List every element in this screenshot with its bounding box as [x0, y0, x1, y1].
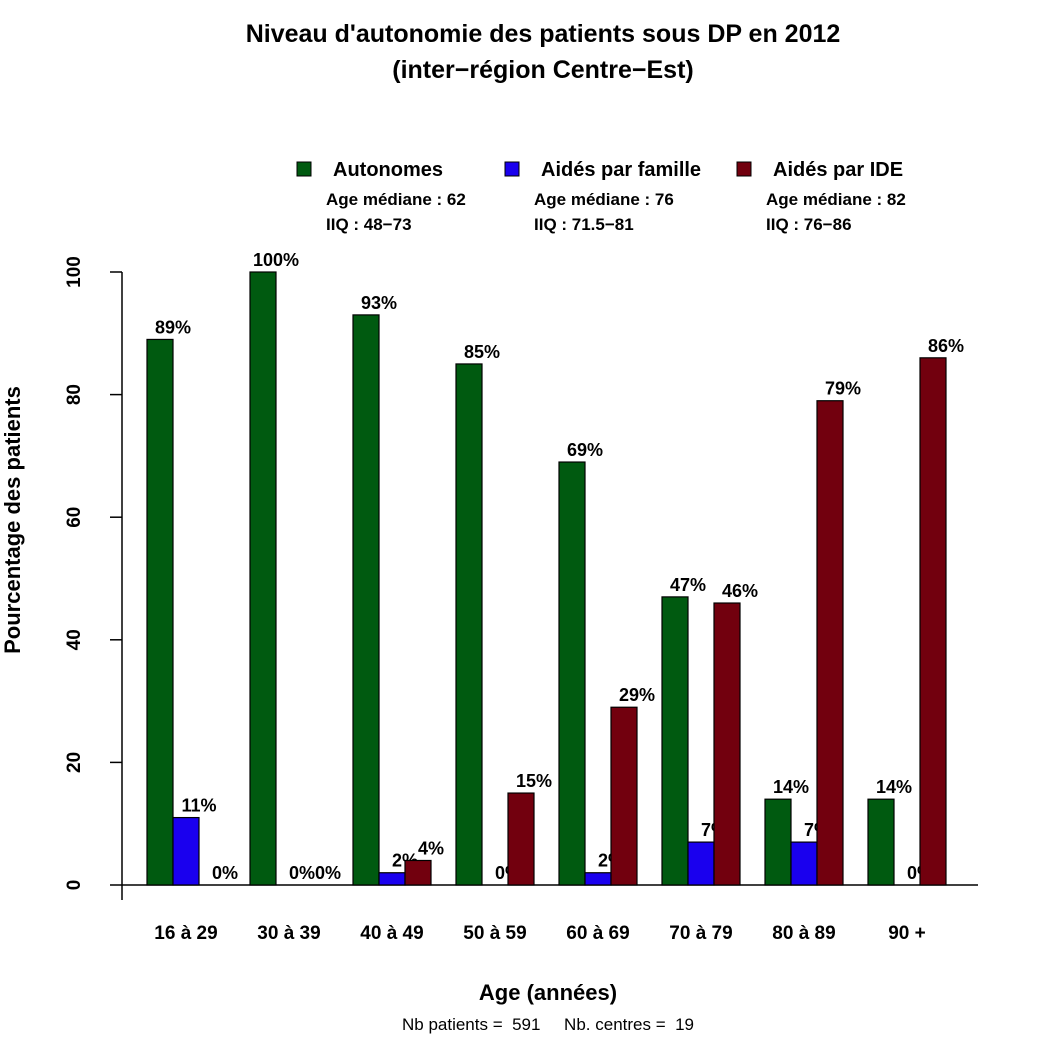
- bar-aid-s-par-famille: [790, 841, 818, 886]
- bar-aid-s-par-famille: [378, 872, 406, 886]
- bar-aid-s-par-ide: [404, 859, 432, 886]
- legend-median: Age médiane : 76: [534, 190, 674, 209]
- data-label: 0%: [315, 863, 341, 883]
- y-axis-label: Pourcentage des patients: [0, 386, 25, 654]
- data-label: 14%: [876, 777, 912, 797]
- bar-autonomes: [661, 596, 689, 886]
- data-label: 86%: [928, 336, 964, 356]
- data-label: 89%: [155, 317, 191, 337]
- y-tick-label: 20: [64, 752, 85, 773]
- legend-label: Aidés par IDE: [773, 159, 903, 181]
- x-tick-label: 16 à 29: [154, 923, 217, 944]
- bar-aid-s-par-ide: [816, 400, 844, 886]
- data-label: 11%: [181, 796, 216, 816]
- x-tick-label: 90 +: [888, 923, 926, 944]
- legend-median: Age médiane : 82: [766, 190, 906, 209]
- y-tick-label: 40: [64, 629, 85, 650]
- data-label: 79%: [825, 379, 861, 399]
- data-label: 69%: [567, 440, 603, 460]
- data-label: 46%: [722, 581, 758, 601]
- data-label: 14%: [773, 777, 809, 797]
- bar-aid-s-par-ide: [919, 357, 947, 886]
- data-label: 29%: [619, 685, 655, 705]
- data-label: 0%: [289, 863, 315, 883]
- bar-autonomes: [249, 271, 277, 886]
- bar-autonomes: [352, 314, 380, 886]
- x-tick-label: 30 à 39: [257, 923, 320, 944]
- bar-aid-s-par-ide: [713, 602, 741, 886]
- x-tick-label: 60 à 69: [566, 923, 629, 944]
- data-label: 15%: [516, 771, 552, 791]
- legend-label: Autonomes: [333, 159, 443, 181]
- x-tick-label: 40 à 49: [360, 923, 423, 944]
- data-label: 4%: [418, 838, 444, 858]
- chart-subtitle: (inter−région Centre−Est): [392, 56, 693, 84]
- data-label: 47%: [670, 575, 706, 595]
- bars: 89%11%0%100%0%0%93%2%4%85%0%15%69%2%29%4…: [146, 250, 964, 886]
- bar-autonomes: [455, 363, 483, 886]
- bar-autonomes: [867, 798, 895, 886]
- data-label: 100%: [253, 250, 299, 270]
- x-tick-label: 70 à 79: [669, 923, 732, 944]
- x-axis-label: Age (années): [479, 980, 617, 1005]
- x-tick-label: 50 à 59: [463, 923, 526, 944]
- legend-iqr: IIQ : 48−73: [326, 215, 412, 234]
- bar-aid-s-par-ide: [610, 706, 638, 886]
- data-label: 93%: [361, 293, 397, 313]
- bar-aid-s-par-famille: [172, 816, 200, 886]
- chart-title: Niveau d'autonomie des patients sous DP …: [246, 20, 841, 48]
- bar-autonomes: [764, 798, 792, 886]
- legend-iqr: IIQ : 76−86: [766, 215, 852, 234]
- legend: Autonomes Age médiane : 62 IIQ : 48−73 Aidé…: [296, 159, 906, 234]
- y-tick-label: 100: [64, 256, 85, 288]
- data-label: 0%: [212, 863, 238, 883]
- data-label: 85%: [464, 342, 500, 362]
- legend-iqr: IIQ : 71.5−81: [534, 215, 634, 234]
- legend-median: Age médiane : 62: [326, 190, 466, 209]
- legend-swatch: [296, 161, 312, 177]
- bar-aid-s-par-famille: [687, 841, 715, 886]
- y-tick-label: 60: [64, 507, 85, 528]
- bar-autonomes: [558, 461, 586, 886]
- legend-label: Aidés par famille: [541, 159, 701, 181]
- y-tick-label: 80: [64, 384, 85, 405]
- bar-aid-s-par-ide: [507, 792, 535, 886]
- bar-autonomes: [146, 338, 174, 886]
- bar-aid-s-par-famille: [584, 872, 612, 886]
- legend-swatch: [504, 161, 520, 177]
- y-tick-label: 0: [64, 880, 85, 891]
- footer-note: Nb patients = 591 Nb. centres = 19: [402, 1015, 694, 1034]
- x-tick-label: 80 à 89: [772, 923, 835, 944]
- legend-swatch: [736, 161, 752, 177]
